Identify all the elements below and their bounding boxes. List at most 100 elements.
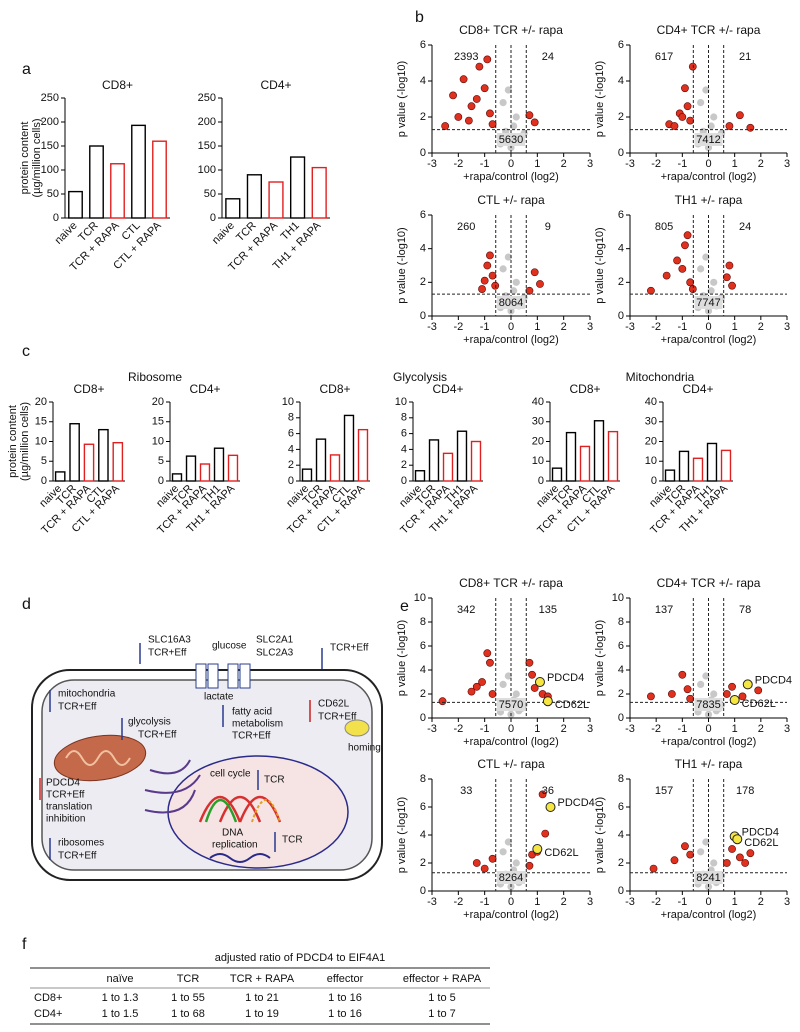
y-tick-label: 10 — [152, 435, 164, 447]
point — [710, 278, 718, 286]
diagram-label: TCR+Eff — [330, 643, 369, 654]
y-tick-label: 250 — [198, 92, 216, 104]
point — [702, 86, 710, 94]
bar — [185, 455, 197, 482]
point — [441, 122, 450, 130]
x-axis-label: +rapa/control (log2) — [463, 171, 559, 183]
point — [525, 286, 534, 295]
highlight-point — [742, 679, 753, 690]
y-tick-label: 4 — [420, 829, 426, 841]
bar — [112, 441, 124, 482]
table-header: TCR + RAPA — [230, 973, 295, 985]
y-tick-label: 6 — [401, 428, 407, 440]
count-label: 7747 — [696, 297, 720, 309]
y-tick-label: 6 — [420, 39, 426, 51]
point — [486, 251, 494, 260]
point — [681, 84, 689, 93]
x-tick-label: 3 — [587, 158, 593, 170]
x-tick-label: 3 — [587, 321, 593, 333]
panel-label: e — [400, 598, 409, 615]
point — [754, 686, 763, 695]
table-cell: 1 to 16 — [328, 1008, 362, 1020]
count-label: 137 — [655, 604, 673, 616]
y-tick-label: 10 — [282, 396, 294, 408]
point — [478, 285, 486, 293]
panel-label: c — [22, 343, 30, 360]
point — [541, 829, 550, 838]
y-tick-label: 8 — [401, 412, 407, 424]
x-tick-label: 0 — [508, 321, 514, 333]
bar — [131, 124, 146, 219]
panel-label: a — [22, 61, 31, 78]
count-label: 178 — [736, 785, 754, 797]
x-tick-label: 0 — [705, 158, 711, 170]
point — [662, 271, 671, 280]
chart-title: CD8+ — [569, 382, 600, 396]
point — [510, 287, 518, 295]
highlight-point — [729, 695, 740, 705]
bar — [442, 452, 454, 482]
x-tick-label: -2 — [651, 723, 661, 735]
highlight-label: CD62L — [544, 847, 578, 859]
bar — [315, 438, 327, 482]
bar — [227, 454, 239, 482]
table-cell: CD8+ — [34, 992, 62, 1004]
y-tick-label: 0 — [420, 310, 426, 322]
point — [647, 692, 655, 701]
bar — [289, 156, 306, 219]
y-axis-label: protein content — [7, 405, 19, 478]
point — [746, 123, 755, 132]
table-cell: 1 to 68 — [171, 1008, 205, 1020]
highlight-label: PDCD4 — [547, 672, 584, 684]
cd62l-receptor — [344, 719, 370, 737]
highlight-point — [545, 802, 556, 812]
point — [467, 687, 476, 696]
x-tick-label: 2 — [561, 723, 567, 735]
bar — [54, 471, 66, 482]
point — [438, 697, 447, 706]
point — [678, 264, 687, 273]
bar — [720, 449, 732, 482]
point — [459, 75, 468, 84]
y-tick-label: 15 — [152, 416, 164, 428]
point — [702, 838, 710, 846]
highlight-label: CD62L — [742, 698, 776, 710]
point — [510, 122, 518, 130]
group-title: Glycolysis — [393, 370, 447, 384]
point — [725, 261, 734, 270]
diagram-label: TCR+Eff — [318, 712, 357, 723]
point — [478, 678, 486, 686]
diagram-label: mitochondria — [58, 689, 116, 700]
group-title: Mitochondria — [626, 370, 695, 384]
count-label: 8241 — [696, 872, 720, 884]
x-tick-label: 1 — [534, 723, 540, 735]
table-cell: CD4+ — [34, 1008, 62, 1020]
x-tick-label: -1 — [480, 321, 490, 333]
y-tick-label: 8 — [420, 773, 426, 785]
group-title: Ribosome — [128, 370, 182, 384]
bar — [456, 430, 468, 482]
x-tick-label: 2 — [758, 321, 764, 333]
y-axis-label: p value (-log10) — [396, 227, 408, 303]
bar — [343, 414, 355, 482]
point — [472, 682, 481, 691]
y-tick-label: 6 — [420, 209, 426, 221]
y-tick-label: 0 — [41, 475, 47, 487]
table-header: naïve — [107, 973, 134, 985]
bar — [69, 423, 80, 482]
diagram-label: SLC2A3 — [256, 648, 294, 659]
count-label: 78 — [739, 604, 751, 616]
point — [525, 658, 534, 667]
bar — [68, 190, 83, 219]
y-tick-label: 50 — [204, 188, 216, 200]
y-tick-label: 40 — [645, 396, 657, 408]
x-tick-label: 2 — [758, 158, 764, 170]
count-label: 7570 — [499, 699, 523, 711]
table-header: TCR — [177, 973, 200, 985]
x-tick-label: -1 — [677, 158, 687, 170]
x-axis-label: +rapa/control (log2) — [463, 334, 559, 346]
y-tick-label: 6 — [618, 640, 624, 652]
y-tick-label: 100 — [198, 164, 216, 176]
point — [647, 286, 655, 295]
bar — [89, 145, 104, 219]
